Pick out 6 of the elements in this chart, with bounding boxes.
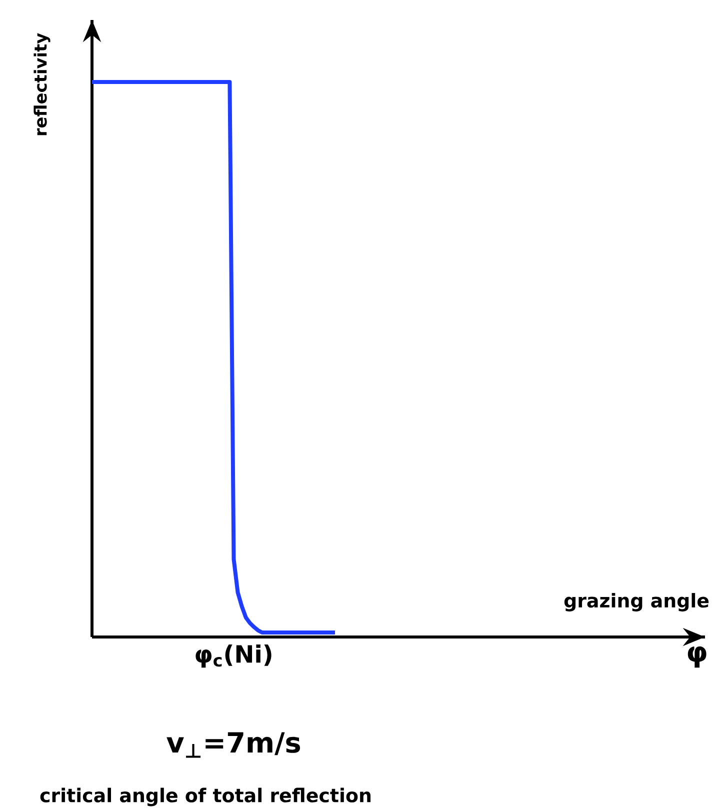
- text: grazing angle: [564, 593, 709, 612]
- text: φ: [688, 646, 706, 668]
- text: v$_{⊥}$=7m/s: [166, 732, 300, 758]
- text: critical angle of total reflection: [40, 788, 370, 806]
- y-axis-title: reflectivity: [34, 33, 50, 136]
- text: φ$_{c}$(Ni): [196, 644, 272, 668]
